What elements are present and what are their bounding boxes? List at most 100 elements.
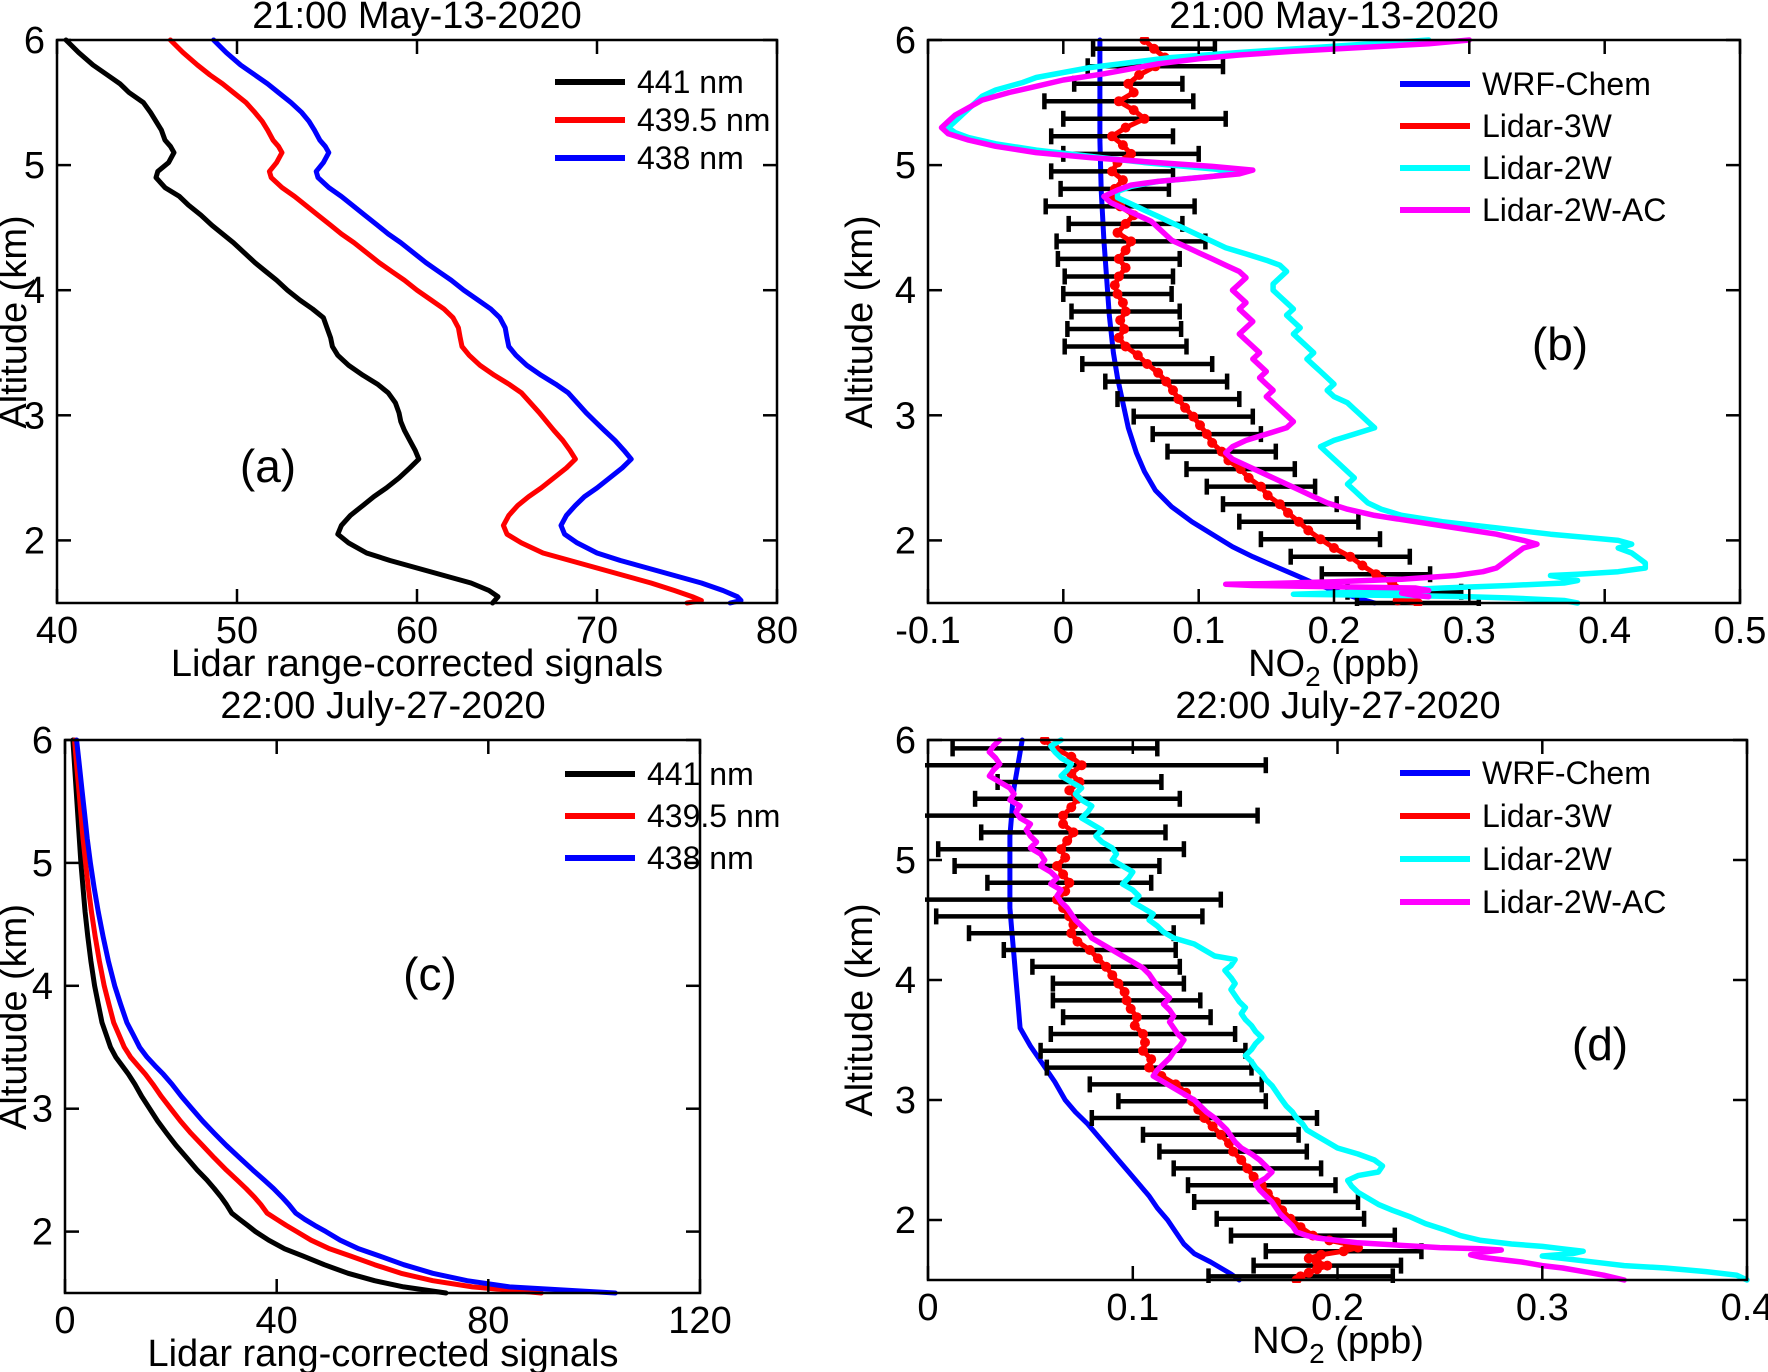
series-d-lidar-2w-ac (986, 737, 1627, 1283)
x-tick-label-a: 60 (396, 610, 438, 652)
y-tick-label-b: 3 (895, 395, 916, 437)
marker-b (1117, 297, 1128, 308)
panel-a-plot-area (63, 37, 744, 606)
marker-d (1092, 953, 1103, 964)
panel-letter-b: (b) (1532, 318, 1588, 370)
marker-d (1248, 1171, 1259, 1182)
y-tick-label-a: 2 (24, 520, 45, 562)
marker-b (1142, 359, 1153, 369)
marker-d (1322, 1260, 1333, 1271)
panel-b: -0.1 0 0.1 0.2 0.3 0.4 0.5 2 3 4 5 6 21:00 May-13-20… (839, 0, 1766, 692)
marker-b (1274, 499, 1285, 510)
marker-b (1161, 376, 1172, 387)
marker-d (1138, 1045, 1148, 1056)
axes-box-c (63, 738, 702, 1295)
marker-b (1357, 560, 1368, 571)
marker-d (1338, 1246, 1349, 1257)
marker-d (1066, 751, 1077, 762)
x-tick-label-c: 120 (668, 1300, 731, 1342)
x-tick-label-d: 0.3 (1516, 1287, 1569, 1329)
panel-c: 0 40 80 120 2 3 4 5 6 22:00 July-27-2020 Lidar ran… (0, 685, 780, 1372)
legend-label-lidar-2w: Lidar-2W (1482, 150, 1613, 186)
marker-d (1058, 810, 1069, 821)
marker-b (1128, 105, 1139, 116)
marker-d (1076, 760, 1087, 771)
marker-b (1117, 140, 1128, 151)
marker-d (1140, 1037, 1150, 1048)
marker-d (1060, 852, 1071, 863)
panel-d-y-axis-label: Altitude (km) (839, 903, 881, 1116)
marker-b (1126, 236, 1136, 247)
marker-d (1101, 961, 1112, 972)
marker-d (1228, 1146, 1239, 1157)
marker-b (1315, 534, 1326, 545)
marker-d (1129, 1020, 1140, 1031)
marker-b (1113, 253, 1124, 264)
marker-b (1120, 122, 1131, 133)
x-tick-label-c: 0 (54, 1300, 75, 1342)
marker-d (1215, 1129, 1226, 1140)
marker-d (1146, 1054, 1157, 1065)
y-tick-label-d: 3 (895, 1080, 916, 1122)
marker-b (1173, 394, 1184, 405)
marker-b (1128, 87, 1139, 98)
y-tick-label-a: 3 (24, 395, 45, 437)
marker-b (1119, 324, 1130, 334)
marker-b (1126, 148, 1136, 159)
panel-c-plot-area (70, 737, 618, 1296)
x-tick-label-a: 70 (576, 610, 618, 652)
y-tick-label-d: 6 (895, 720, 916, 762)
legend-label-lidar-2w-ac: Lidar-2W-AC (1482, 192, 1666, 228)
marker-b (1107, 131, 1118, 142)
marker-b (1255, 481, 1266, 492)
legend-label-wrf-chem: WRF-Chem (1482, 755, 1651, 791)
y-tick-label-c: 2 (32, 1212, 53, 1254)
y-tick-label-c: 5 (32, 843, 53, 885)
legend-d: WRF-Chem Lidar-3W Lidar-2W Lidar-2W-AC (1400, 755, 1666, 920)
marker-b (1283, 507, 1293, 518)
marker-b (1113, 96, 1124, 107)
panel-a-x-axis-label: Lidar range-corrected signals (171, 643, 663, 685)
marker-b (1201, 429, 1212, 440)
panel-d-plot-area (925, 737, 1750, 1283)
marker-d (1121, 995, 1132, 1006)
marker-d (1064, 877, 1075, 888)
marker-b (1120, 341, 1131, 352)
marker-d (1064, 785, 1075, 796)
marker-b (1115, 315, 1126, 326)
marker-d (1242, 1163, 1253, 1174)
marker-b (1180, 402, 1191, 413)
series-a-441-nm (63, 37, 501, 606)
series-d-lidar-2w (1048, 737, 1750, 1283)
panel-c-y-axis-label: Altutude (km) (0, 904, 35, 1130)
panel-letter-c: (c) (403, 948, 457, 1000)
x-tick-label-b: 0.2 (1308, 610, 1361, 652)
marker-d (1303, 1253, 1314, 1264)
marker-b (1123, 78, 1134, 89)
marker-d (1303, 1267, 1314, 1278)
legend-label-441-nm: 441 nm (637, 64, 744, 100)
marker-b (1109, 280, 1120, 291)
legend-label-441-nm: 441 nm (647, 756, 754, 792)
marker-d (1056, 844, 1067, 855)
x-tick-label-c: 40 (256, 1300, 298, 1342)
x-tick-label-b: 0.3 (1443, 610, 1496, 652)
y-tick-label-c: 6 (32, 720, 53, 762)
x-tick-label-d: 0.2 (1311, 1287, 1364, 1329)
legend-label-438-nm: 438 nm (647, 840, 754, 876)
marker-b (1303, 525, 1314, 536)
x-tick-label-d: 0.4 (1721, 1287, 1768, 1329)
marker-b (1195, 420, 1205, 431)
y-tick-label-d: 4 (895, 960, 916, 1002)
marker-b (1243, 472, 1254, 483)
marker-b (1112, 289, 1123, 299)
marker-b (1120, 245, 1131, 256)
x-tick-label-a: 40 (36, 610, 78, 652)
panel-letter-a: (a) (240, 440, 296, 492)
marker-b (1120, 218, 1131, 229)
marker-d (1312, 1257, 1322, 1267)
marker-b (1329, 543, 1339, 553)
marker-b (1262, 490, 1273, 501)
